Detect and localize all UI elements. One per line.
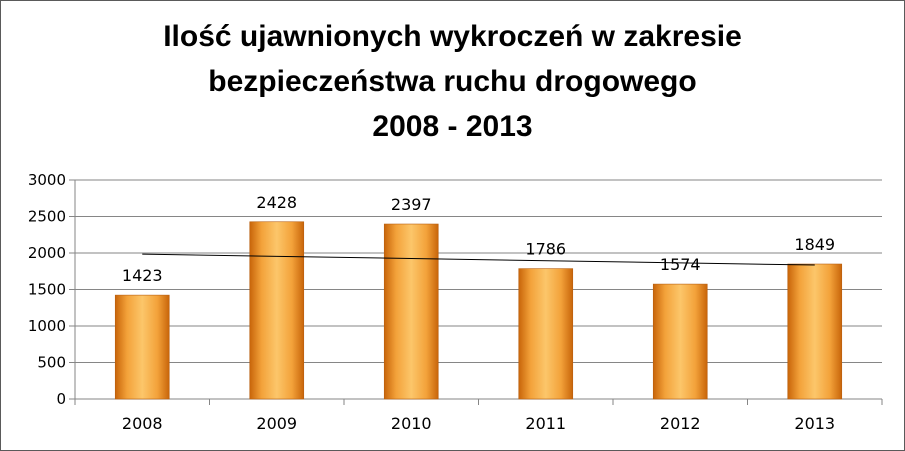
y-tick-label: 500 xyxy=(37,354,66,372)
bar-2008 xyxy=(114,294,170,400)
y-tick-label: 2500 xyxy=(28,208,66,226)
chart-title: Ilość ujawnionych wykroczeń w zakresie b… xyxy=(0,14,905,149)
y-tick-label: 0 xyxy=(56,390,66,408)
y-tick-label: 2000 xyxy=(28,244,66,262)
y-tick-label: 1000 xyxy=(28,317,66,335)
bar-2011 xyxy=(518,268,574,400)
y-tick-label: 3000 xyxy=(28,171,66,189)
bar-2012 xyxy=(652,283,708,400)
y-tick-label: 1500 xyxy=(28,281,66,299)
data-label-2008: 1423 xyxy=(122,266,163,285)
x-tick-label-2012: 2012 xyxy=(660,414,701,433)
x-tick-label-2009: 2009 xyxy=(256,414,297,433)
chart-title-line-1: Ilość ujawnionych wykroczeń w zakresie xyxy=(163,20,742,53)
data-label-2012: 1574 xyxy=(660,255,701,274)
bar-2010 xyxy=(383,223,439,400)
x-tick-label-2010: 2010 xyxy=(391,414,432,433)
data-label-2009: 2428 xyxy=(256,193,297,212)
data-label-2010: 2397 xyxy=(391,195,432,214)
data-label-2013: 1849 xyxy=(794,235,835,254)
x-tick-label-2013: 2013 xyxy=(794,414,835,433)
data-label-2011: 1786 xyxy=(525,240,566,259)
bar-2009 xyxy=(249,221,305,400)
bar-2013 xyxy=(787,263,843,400)
x-tick-label-2008: 2008 xyxy=(122,414,163,433)
trendline xyxy=(142,253,815,266)
chart-title-line-2: bezpieczeństwa ruchu drogowego xyxy=(208,65,697,98)
chart-title-line-3: 2008 - 2013 xyxy=(372,110,533,143)
x-tick-label-2011: 2011 xyxy=(525,414,566,433)
